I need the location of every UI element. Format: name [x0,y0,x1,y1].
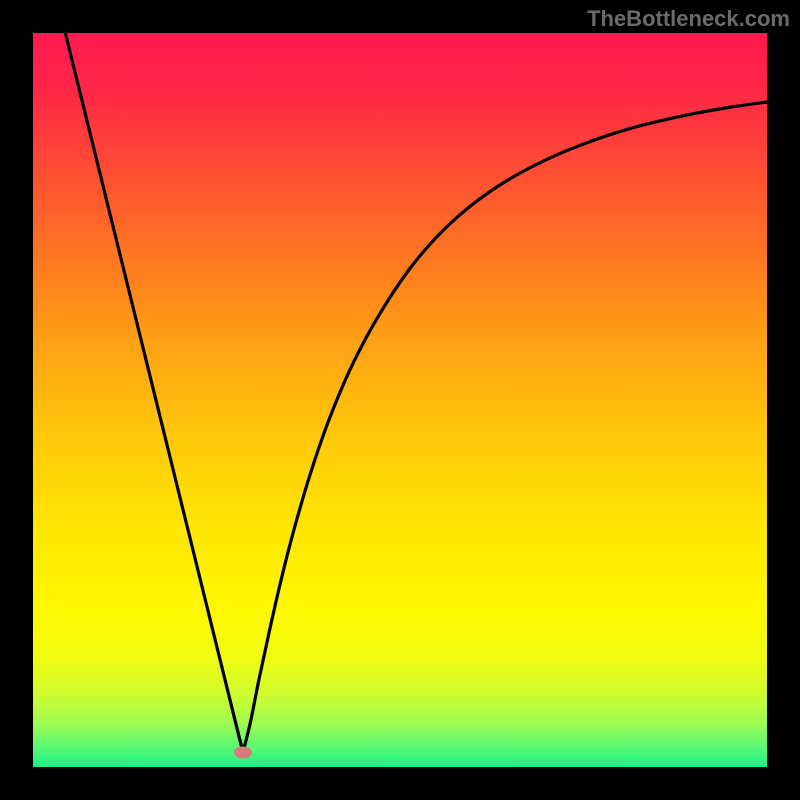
plot-area [33,33,767,767]
bottleneck-curve [33,33,767,767]
watermark-text: TheBottleneck.com [587,6,790,32]
chart-root: TheBottleneck.com [0,0,800,800]
minimum-marker [234,746,252,758]
curve-line [65,33,767,752]
